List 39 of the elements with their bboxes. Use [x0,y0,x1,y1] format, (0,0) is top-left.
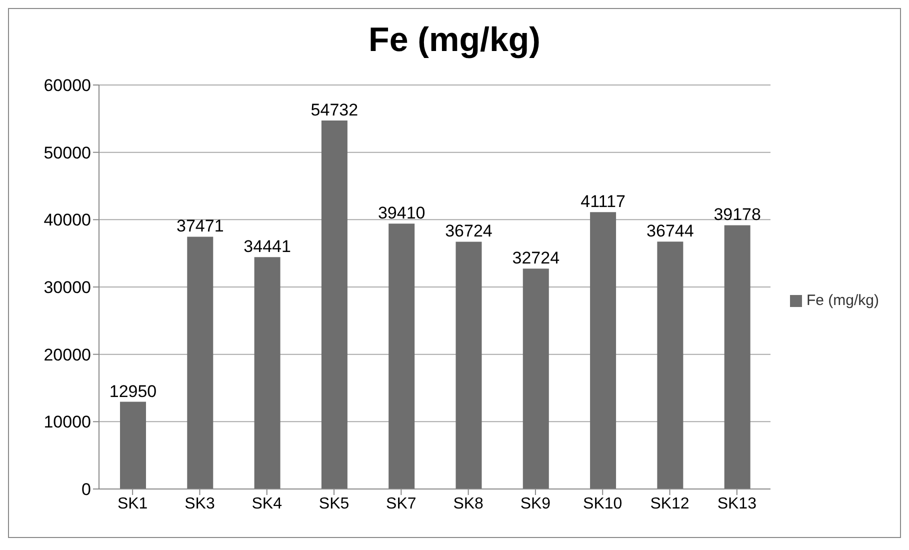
bar [254,257,280,489]
data-label: 39178 [714,205,761,224]
x-tick-label: SK8 [453,495,484,512]
y-tick-label: 0 [82,480,91,500]
x-tick-label: SK5 [318,495,350,512]
x-tick-label: SK7 [386,495,416,512]
data-label: 54732 [310,100,358,120]
bar [657,242,684,489]
y-tick-label: 10000 [44,412,91,432]
y-tick-label: 60000 [44,76,91,96]
bar [321,120,348,489]
bar [590,212,616,489]
data-label: 41117 [580,192,626,212]
data-label: 36744 [646,222,694,241]
data-label: 36724 [445,222,492,241]
bar [187,236,214,489]
bar [724,225,750,489]
x-tick-label: SK4 [252,495,282,512]
data-label: 39410 [378,204,426,223]
x-tick-label: SK1 [117,495,148,512]
x-tick-label: SK9 [520,495,551,512]
y-tick-label: 30000 [44,278,91,298]
y-tick-label: 20000 [44,345,91,364]
data-label: 34441 [244,237,291,256]
data-label: 12950 [109,382,157,401]
bar [522,268,549,489]
legend-label: Fe (mg/kg) [806,292,879,308]
x-tick-label: SK10 [583,495,622,512]
y-tick-label: 50000 [44,143,91,162]
data-label: 32724 [512,248,560,268]
x-tick-label: SK13 [717,495,757,512]
bar [120,402,146,489]
bar [456,242,482,489]
x-tick-label: SK12 [650,495,690,512]
y-tick-label: 40000 [44,210,91,230]
bar [388,224,415,489]
chart-title: Fe (mg/kg) [368,20,542,61]
data-label: 37471 [176,216,224,236]
x-tick-label: SK3 [184,495,215,512]
